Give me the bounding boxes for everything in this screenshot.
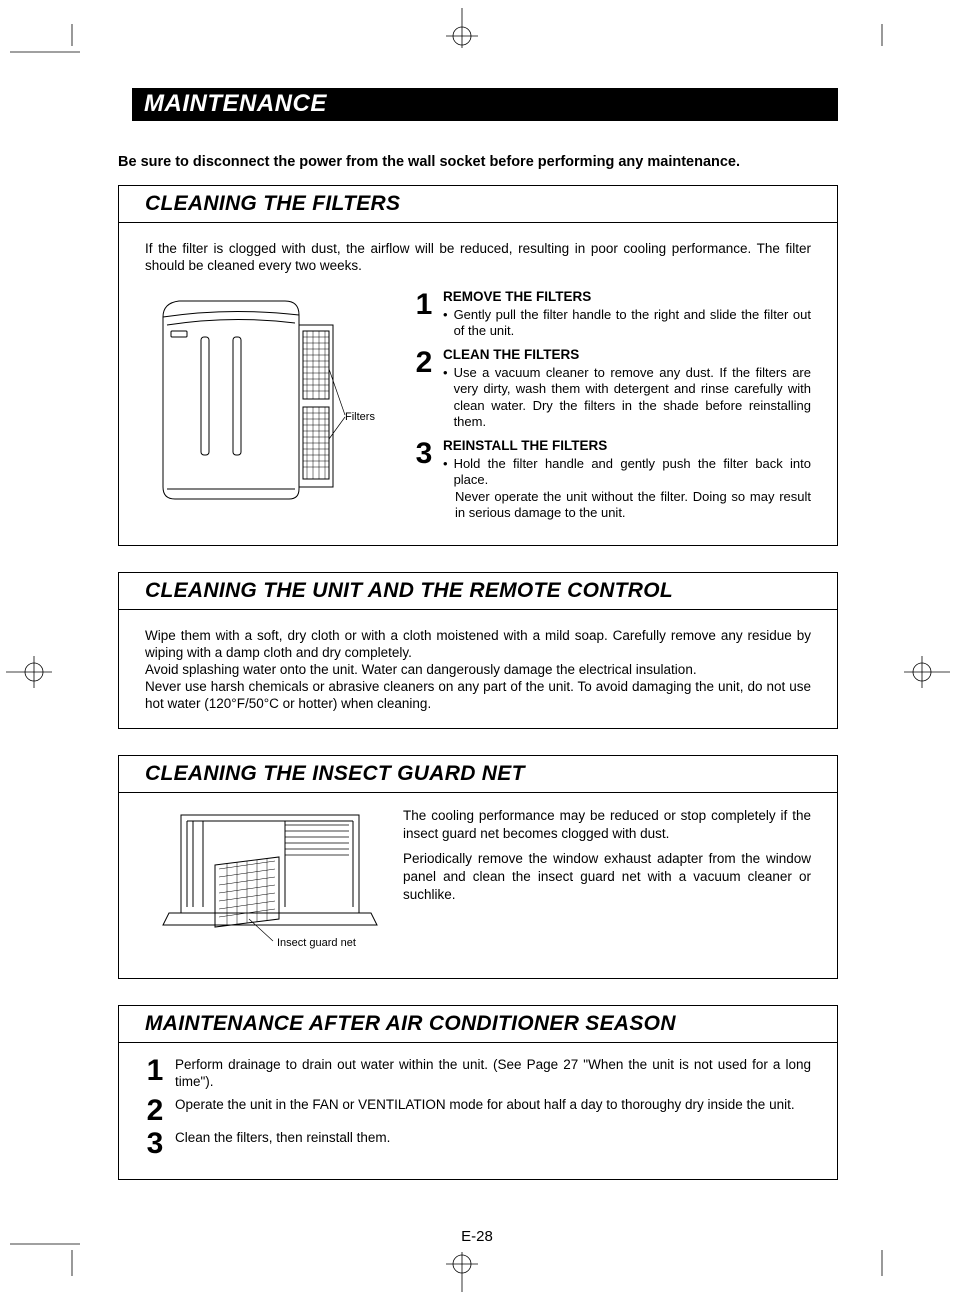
step-text: Operate the unit in the FAN or VENTILATI…	[175, 1097, 811, 1124]
insect-p1: The cooling performance may be reduced o…	[403, 807, 811, 842]
step-title: CLEAN THE FILTERS	[443, 347, 811, 364]
filters-figure-label: Filters	[345, 411, 375, 425]
step-number: 3	[413, 438, 435, 521]
step-text: Hold the filter handle and gently push t…	[454, 456, 811, 489]
crop-mark-left	[6, 652, 52, 692]
insect-figure: Insect guard net	[145, 807, 385, 962]
section-title-unit-remote: CLEANING THE UNIT AND THE REMOTE CONTROL	[119, 573, 837, 610]
ac-unit-illustration	[145, 289, 395, 509]
crop-mark-top-left	[10, 24, 90, 60]
season-step-2: 2 Operate the unit in the FAN or VENTILA…	[145, 1097, 811, 1124]
filters-intro: If the filter is clogged with dust, the …	[145, 241, 811, 275]
step-text: Clean the filters, then reinstall them.	[175, 1130, 811, 1157]
insect-text: The cooling performance may be reduced o…	[403, 807, 811, 962]
section-season: MAINTENANCE AFTER AIR CONDITIONER SEASON…	[118, 1005, 838, 1180]
section-body-unit-remote: Wipe them with a soft, dry cloth or with…	[119, 610, 837, 712]
step-number: 1	[145, 1057, 165, 1091]
step-number: 2	[413, 347, 435, 430]
step-text: Gently pull the filter handle to the rig…	[454, 307, 811, 340]
step-text: Perform drainage to drain out water with…	[175, 1057, 811, 1091]
section-title-season: MAINTENANCE AFTER AIR CONDITIONER SEASON	[119, 1006, 837, 1043]
step-note: Never operate the unit without the filte…	[455, 489, 811, 522]
filter-step-1: 1 REMOVE THE FILTERS •Gently pull the fi…	[413, 289, 811, 339]
step-number: 3	[145, 1130, 165, 1157]
registration-mark-bottom	[442, 1252, 482, 1292]
section-insect: CLEANING THE INSECT GUARD NET	[118, 755, 838, 979]
page-number: E-28	[0, 1228, 954, 1245]
step-title: REINSTALL THE FILTERS	[443, 438, 811, 455]
filter-step-2: 2 CLEAN THE FILTERS •Use a vacuum cleane…	[413, 347, 811, 430]
insect-figure-label: Insect guard net	[277, 937, 356, 949]
unit-remote-p1: Wipe them with a soft, dry cloth or with…	[145, 628, 811, 662]
step-number: 1	[413, 289, 435, 339]
filters-figure: Filters	[145, 289, 395, 529]
intro-text: Be sure to disconnect the power from the…	[118, 153, 838, 171]
section-body-filters: If the filter is clogged with dust, the …	[119, 223, 837, 529]
insect-p2: Periodically remove the window exhaust a…	[403, 850, 811, 903]
insect-layout: Insect guard net The cooling performance…	[119, 793, 837, 962]
filter-step-3: 3 REINSTALL THE FILTERS •Hold the filter…	[413, 438, 811, 521]
section-filters: CLEANING THE FILTERS If the filter is cl…	[118, 185, 838, 546]
season-step-1: 1 Perform drainage to drain out water wi…	[145, 1057, 811, 1091]
main-title: MAINTENANCE	[132, 88, 838, 121]
section-unit-remote: CLEANING THE UNIT AND THE REMOTE CONTROL…	[118, 572, 838, 729]
section-title-insect: CLEANING THE INSECT GUARD NET	[119, 756, 837, 793]
unit-remote-p2: Avoid splashing water onto the unit. Wat…	[145, 662, 811, 679]
step-text: Use a vacuum cleaner to remove any dust.…	[454, 365, 811, 430]
step-title: REMOVE THE FILTERS	[443, 289, 811, 306]
step-number: 2	[145, 1097, 165, 1124]
crop-mark-right	[904, 652, 950, 692]
page-content: MAINTENANCE Be sure to disconnect the po…	[118, 88, 838, 1206]
season-step-3: 3 Clean the filters, then reinstall them…	[145, 1130, 811, 1157]
registration-mark-top	[442, 8, 482, 48]
insect-guard-illustration	[145, 807, 385, 957]
section-title-filters: CLEANING THE FILTERS	[119, 186, 837, 223]
crop-mark-top-right	[868, 24, 948, 60]
filters-steps: 1 REMOVE THE FILTERS •Gently pull the fi…	[413, 289, 811, 529]
season-steps: 1 Perform drainage to drain out water wi…	[119, 1043, 837, 1157]
unit-remote-p3: Never use harsh chemicals or abrasive cl…	[145, 679, 811, 713]
